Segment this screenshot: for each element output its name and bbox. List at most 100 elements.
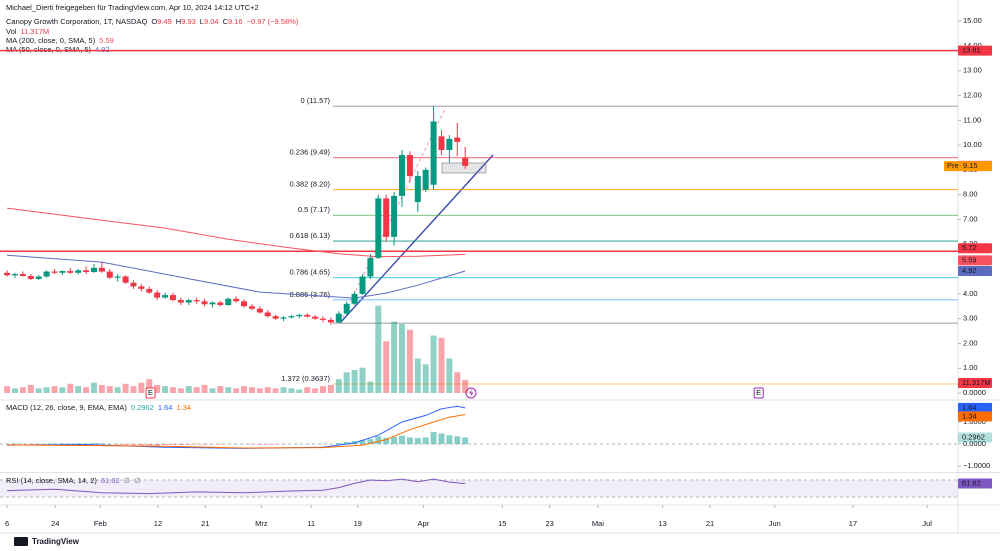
volume-bar <box>359 367 366 393</box>
volume-bar <box>169 387 176 393</box>
macd-histogram-bar <box>75 443 82 445</box>
candle-body <box>130 282 137 287</box>
volume-bar <box>406 329 413 393</box>
macd-histogram-bar <box>391 436 398 445</box>
candle-body <box>106 271 113 278</box>
fib-label: 1.372 (0.3637) <box>281 374 330 383</box>
price-tag-label: 61.62 <box>962 479 981 488</box>
price-tag-label: 13.81 <box>962 46 981 55</box>
volume-name: Vol <box>6 27 17 36</box>
volume-bar <box>90 382 97 393</box>
x-tick-label: 13 <box>658 519 666 528</box>
x-tick-label: 12 <box>154 519 162 528</box>
macd-histogram-bar <box>462 437 469 445</box>
volume-bar <box>162 386 169 393</box>
y-tick-label: 15.00 <box>963 16 982 25</box>
volume-bar <box>130 386 137 393</box>
price-tag-label: 0.2962 <box>962 433 985 442</box>
volume-bar <box>122 383 129 393</box>
candle-body <box>4 272 11 276</box>
volume-bar <box>217 386 224 393</box>
earnings-marker <box>145 387 156 399</box>
x-tick-label: Jul <box>922 519 932 528</box>
macd-histogram-bar <box>201 444 208 445</box>
macd-value: 1.64 <box>158 403 173 412</box>
macd-histogram-bar <box>177 444 184 446</box>
ohlc-letter: O <box>151 17 157 26</box>
volume-bar <box>327 384 334 393</box>
moving-average <box>7 254 466 299</box>
y-tick-label: 0.0000 <box>963 439 986 448</box>
candle-body <box>19 274 26 277</box>
premarket-label: Pre <box>947 161 959 170</box>
macd-value: 1.34 <box>176 403 191 412</box>
fib-label: 0.886 (3.76) <box>290 290 331 299</box>
volume-bar <box>367 381 374 393</box>
macd-histogram-bar <box>169 444 176 445</box>
footer-brand: TradingView <box>32 537 80 546</box>
candle-body <box>193 300 200 302</box>
moving-average <box>7 207 466 258</box>
price-tag <box>958 243 992 254</box>
macd-histogram-bar <box>154 444 161 446</box>
volume-bar <box>59 387 66 393</box>
macd-histogram-bar <box>98 443 105 445</box>
candle-body <box>217 302 224 306</box>
volume-bar <box>114 387 121 393</box>
macd-histogram-bar <box>138 444 145 446</box>
ma-value: 4.92 <box>95 45 110 54</box>
volume-bar <box>185 386 192 393</box>
volume-legend: Vol 11.317M <box>6 27 49 36</box>
volume-bar <box>241 386 248 393</box>
volume-bar <box>391 321 398 393</box>
macd-histogram-bar <box>59 443 66 445</box>
candle-body <box>288 316 295 318</box>
candle-body <box>233 298 240 302</box>
price-tag <box>958 411 992 422</box>
symbol-legend: Canopy Growth Corporation, 1T, NASDAQ O 9.… <box>6 17 299 26</box>
x-tick-label: 21 <box>201 519 209 528</box>
candle-body <box>351 293 358 304</box>
symbol-title: Canopy Growth Corporation, 1T, NASDAQ <box>6 17 147 26</box>
candle-body <box>422 169 429 190</box>
fib-label: 0.236 (9.49) <box>290 148 331 157</box>
volume-bar <box>454 372 461 393</box>
rsi-line <box>7 478 466 495</box>
macd-histogram-bar <box>414 438 421 445</box>
logo <box>14 537 28 546</box>
x-tick-label: Mai <box>592 519 604 528</box>
y-tick-label: 1.00 <box>963 363 978 372</box>
lightning-icon <box>469 389 474 397</box>
candle-body <box>185 300 192 303</box>
macd-line <box>7 405 466 449</box>
volume-bar <box>193 387 200 393</box>
x-tick-label: 19 <box>354 519 362 528</box>
ohlc-letter: H <box>176 17 181 26</box>
fib-label: 0.5 (7.17) <box>298 205 331 214</box>
x-tick-label: 15 <box>498 519 506 528</box>
volume-bar <box>335 379 342 393</box>
ohlc-value: 9.93 <box>181 17 196 26</box>
ohlc-letter: L <box>200 17 204 26</box>
ma-name: MA (50, close, 0, SMA, 5) <box>6 45 92 54</box>
volume-bar <box>75 386 82 393</box>
candle-body <box>27 276 34 279</box>
macd-hist-value: 0.2962 <box>131 403 154 412</box>
candle-body <box>169 295 176 301</box>
candle-body <box>430 121 437 185</box>
macd-histogram-bar <box>343 442 350 445</box>
candle-body <box>146 288 153 293</box>
volume-bar <box>248 387 255 393</box>
x-tick-label: 11 <box>307 519 315 528</box>
candle-body <box>335 313 342 323</box>
candle-body <box>177 300 184 303</box>
rsi-title: RSI (14, close, SMA, 14, 2) <box>6 476 97 485</box>
earnings-label: E <box>756 388 761 397</box>
candle-body <box>209 302 216 305</box>
rsi-na: ∅ <box>124 476 131 485</box>
x-tick-label: Mrz <box>255 519 268 528</box>
price-tag-label: 5.59 <box>962 255 977 264</box>
candle-body <box>296 314 303 317</box>
ohlc-value: 9.16 <box>228 17 243 26</box>
candle-body <box>398 154 405 196</box>
